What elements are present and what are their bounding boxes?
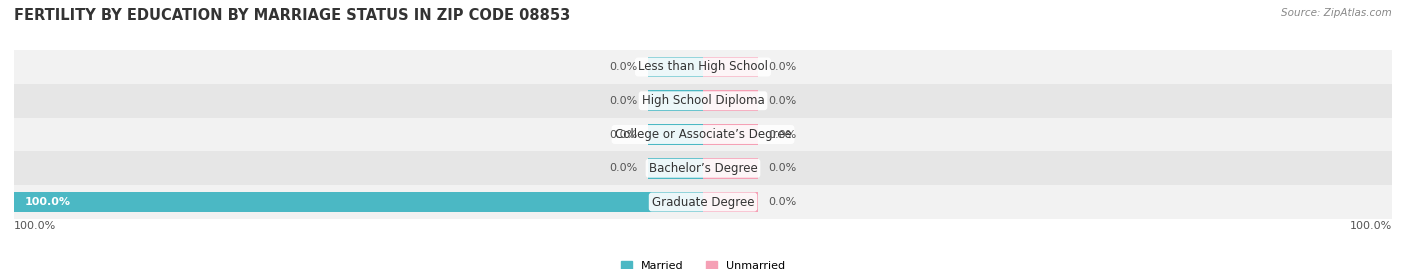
Text: 0.0%: 0.0%: [769, 129, 797, 140]
Text: Graduate Degree: Graduate Degree: [652, 196, 754, 208]
Bar: [703, 124, 758, 145]
Text: 0.0%: 0.0%: [769, 163, 797, 173]
Bar: [648, 90, 703, 111]
Bar: [703, 56, 758, 77]
Bar: [14, 185, 1392, 219]
Text: High School Diploma: High School Diploma: [641, 94, 765, 107]
Bar: [648, 124, 703, 145]
Text: 0.0%: 0.0%: [769, 197, 797, 207]
Text: 0.0%: 0.0%: [609, 62, 637, 72]
Text: College or Associate’s Degree: College or Associate’s Degree: [614, 128, 792, 141]
Text: 100.0%: 100.0%: [1350, 221, 1392, 231]
Text: 0.0%: 0.0%: [609, 96, 637, 106]
Bar: [703, 90, 758, 111]
Text: 0.0%: 0.0%: [609, 129, 637, 140]
Text: Source: ZipAtlas.com: Source: ZipAtlas.com: [1281, 8, 1392, 18]
Bar: [14, 84, 1392, 118]
Text: 0.0%: 0.0%: [609, 163, 637, 173]
Text: FERTILITY BY EDUCATION BY MARRIAGE STATUS IN ZIP CODE 08853: FERTILITY BY EDUCATION BY MARRIAGE STATU…: [14, 8, 571, 23]
Bar: [14, 50, 1392, 84]
Text: 0.0%: 0.0%: [769, 62, 797, 72]
Bar: [14, 192, 703, 213]
Bar: [14, 118, 1392, 151]
Text: 100.0%: 100.0%: [14, 221, 56, 231]
Text: Less than High School: Less than High School: [638, 61, 768, 73]
Bar: [703, 158, 758, 179]
Bar: [14, 151, 1392, 185]
Bar: [648, 158, 703, 179]
Bar: [648, 56, 703, 77]
Legend: Married, Unmarried: Married, Unmarried: [617, 256, 789, 269]
Text: 0.0%: 0.0%: [769, 96, 797, 106]
Text: Bachelor’s Degree: Bachelor’s Degree: [648, 162, 758, 175]
Bar: [703, 192, 758, 213]
Text: 100.0%: 100.0%: [24, 197, 70, 207]
